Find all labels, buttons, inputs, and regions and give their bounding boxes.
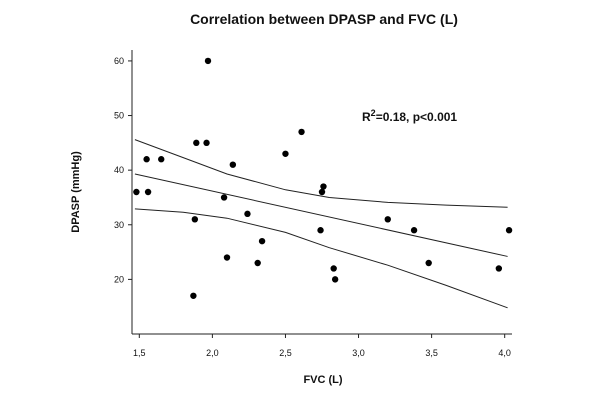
data-point xyxy=(144,188,152,196)
data-point xyxy=(133,188,140,196)
data-point xyxy=(425,259,432,267)
data-point xyxy=(223,254,231,261)
data-point xyxy=(282,150,289,157)
x-tick-label: 2,0 xyxy=(206,348,219,358)
y-axis-label: DPASP (mmHg) xyxy=(70,151,82,233)
data-point xyxy=(317,227,324,234)
data-point xyxy=(331,276,339,283)
y-tick-label: 50 xyxy=(114,111,124,121)
x-ticks: 1,5 2,0 2,5 3,0 3,5 4,0 xyxy=(133,334,511,358)
data-point xyxy=(318,188,326,196)
data-point xyxy=(505,227,513,234)
chart-title: Correlation between DPASP and FVC (L) xyxy=(190,11,458,27)
data-point xyxy=(244,210,251,218)
r2-annotation-sup: 2 xyxy=(371,108,376,118)
x-tick-label: 1,5 xyxy=(133,348,146,358)
data-point xyxy=(298,128,305,136)
regression-line xyxy=(134,173,508,257)
r2-annotation-rest: =0.18, p<0.001 xyxy=(376,110,458,124)
data-point xyxy=(254,259,261,267)
x-tick-label: 3,5 xyxy=(425,348,438,358)
data-point xyxy=(190,292,197,299)
data-point xyxy=(143,156,150,163)
data-point xyxy=(158,156,165,163)
y-ticks: 20 30 40 50 60 xyxy=(114,56,132,284)
confidence-band-lower xyxy=(134,208,508,309)
data-point xyxy=(320,183,327,190)
r2-annotation-r: R xyxy=(362,110,371,124)
data-point xyxy=(384,216,391,223)
x-axis-label: FVC (L) xyxy=(303,374,342,386)
r2-annotation: R2=0.18, p<0.001 xyxy=(362,108,457,124)
data-point xyxy=(410,227,418,234)
data-point xyxy=(258,237,266,245)
x-tick-label: 2,5 xyxy=(279,348,292,358)
data-point xyxy=(220,194,228,201)
data-point xyxy=(495,265,503,272)
y-tick-label: 60 xyxy=(114,56,124,66)
y-tick-label: 40 xyxy=(114,165,124,175)
confidence-band-upper xyxy=(134,139,508,208)
data-points xyxy=(133,57,513,299)
data-point xyxy=(330,265,337,272)
axes xyxy=(131,50,512,335)
data-point xyxy=(229,161,237,168)
y-tick-label: 20 xyxy=(114,274,124,284)
x-tick-label: 3,0 xyxy=(352,348,365,358)
data-point xyxy=(193,139,200,147)
data-point xyxy=(204,57,212,65)
data-point xyxy=(191,216,199,223)
data-point xyxy=(203,139,210,147)
y-tick-label: 30 xyxy=(114,220,124,230)
fit-lines xyxy=(134,139,508,309)
x-tick-label: 4,0 xyxy=(498,348,511,358)
